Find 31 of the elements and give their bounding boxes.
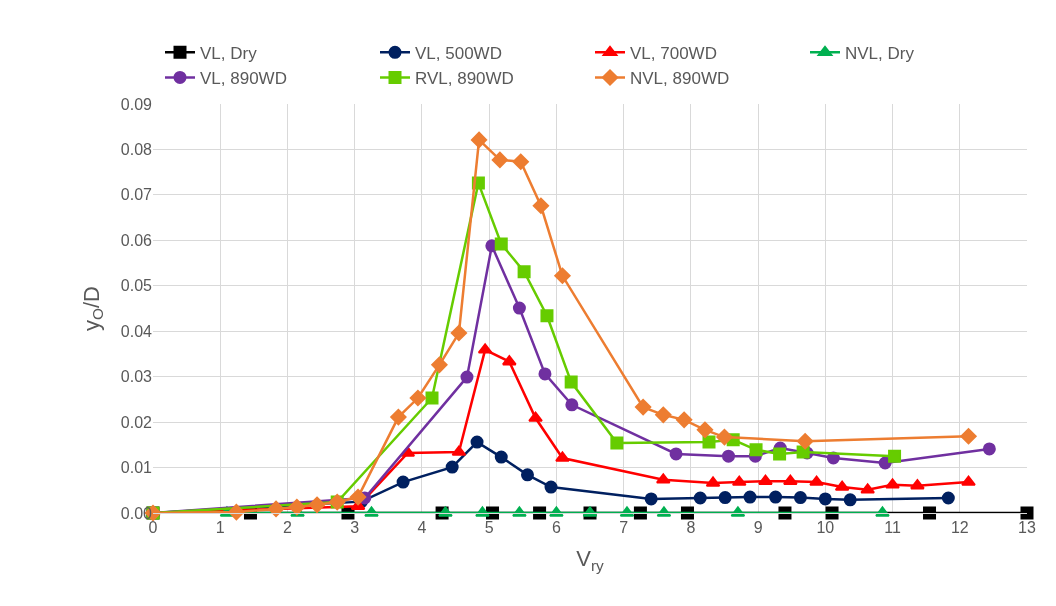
x-tick-label: 8 bbox=[686, 519, 696, 537]
legend-label: VL, 700WD bbox=[630, 44, 717, 63]
x-tick-label: 2 bbox=[283, 519, 293, 537]
y-tick-label: 0.07 bbox=[120, 186, 153, 204]
legend-label: RVL, 890WD bbox=[415, 69, 514, 89]
x-tick-label: 7 bbox=[619, 519, 629, 537]
legend-label: NVL, Dry bbox=[845, 44, 915, 63]
x-tick-label: 10 bbox=[816, 519, 835, 537]
y-tick-label: 0.03 bbox=[120, 368, 153, 386]
x-tick-label: 4 bbox=[417, 519, 427, 537]
x-tick-label: 6 bbox=[551, 519, 561, 537]
y-tick-label: 0.01 bbox=[120, 459, 153, 477]
y-tick-label: 0.08 bbox=[120, 141, 153, 159]
legend-label: VL, 890WD bbox=[200, 69, 287, 89]
x-tick-label: 0 bbox=[148, 519, 158, 537]
legend-label: NVL, 890WD bbox=[630, 69, 730, 89]
y-tick-label: 0.04 bbox=[120, 322, 153, 340]
x-tick-label: 11 bbox=[884, 519, 901, 537]
x-axis-title: V$_{ry}$ bbox=[576, 546, 605, 574]
legend-label: VL, Dry bbox=[200, 44, 258, 63]
y-tick-label: 0.06 bbox=[120, 231, 153, 249]
y-tick-label: 0.09 bbox=[120, 95, 153, 113]
y-tick-label: 0.05 bbox=[120, 277, 153, 295]
legend-label: VL, 500WD bbox=[415, 44, 502, 63]
y-tick-label: 0.02 bbox=[120, 413, 153, 431]
x-tick-label: 3 bbox=[350, 519, 360, 537]
x-tick-label: 9 bbox=[753, 519, 763, 537]
x-tick-label: 13 bbox=[1018, 519, 1036, 537]
x-tick-label: 1 bbox=[215, 519, 225, 537]
x-tick-label: 5 bbox=[484, 519, 494, 537]
x-tick-label: 12 bbox=[950, 519, 969, 537]
